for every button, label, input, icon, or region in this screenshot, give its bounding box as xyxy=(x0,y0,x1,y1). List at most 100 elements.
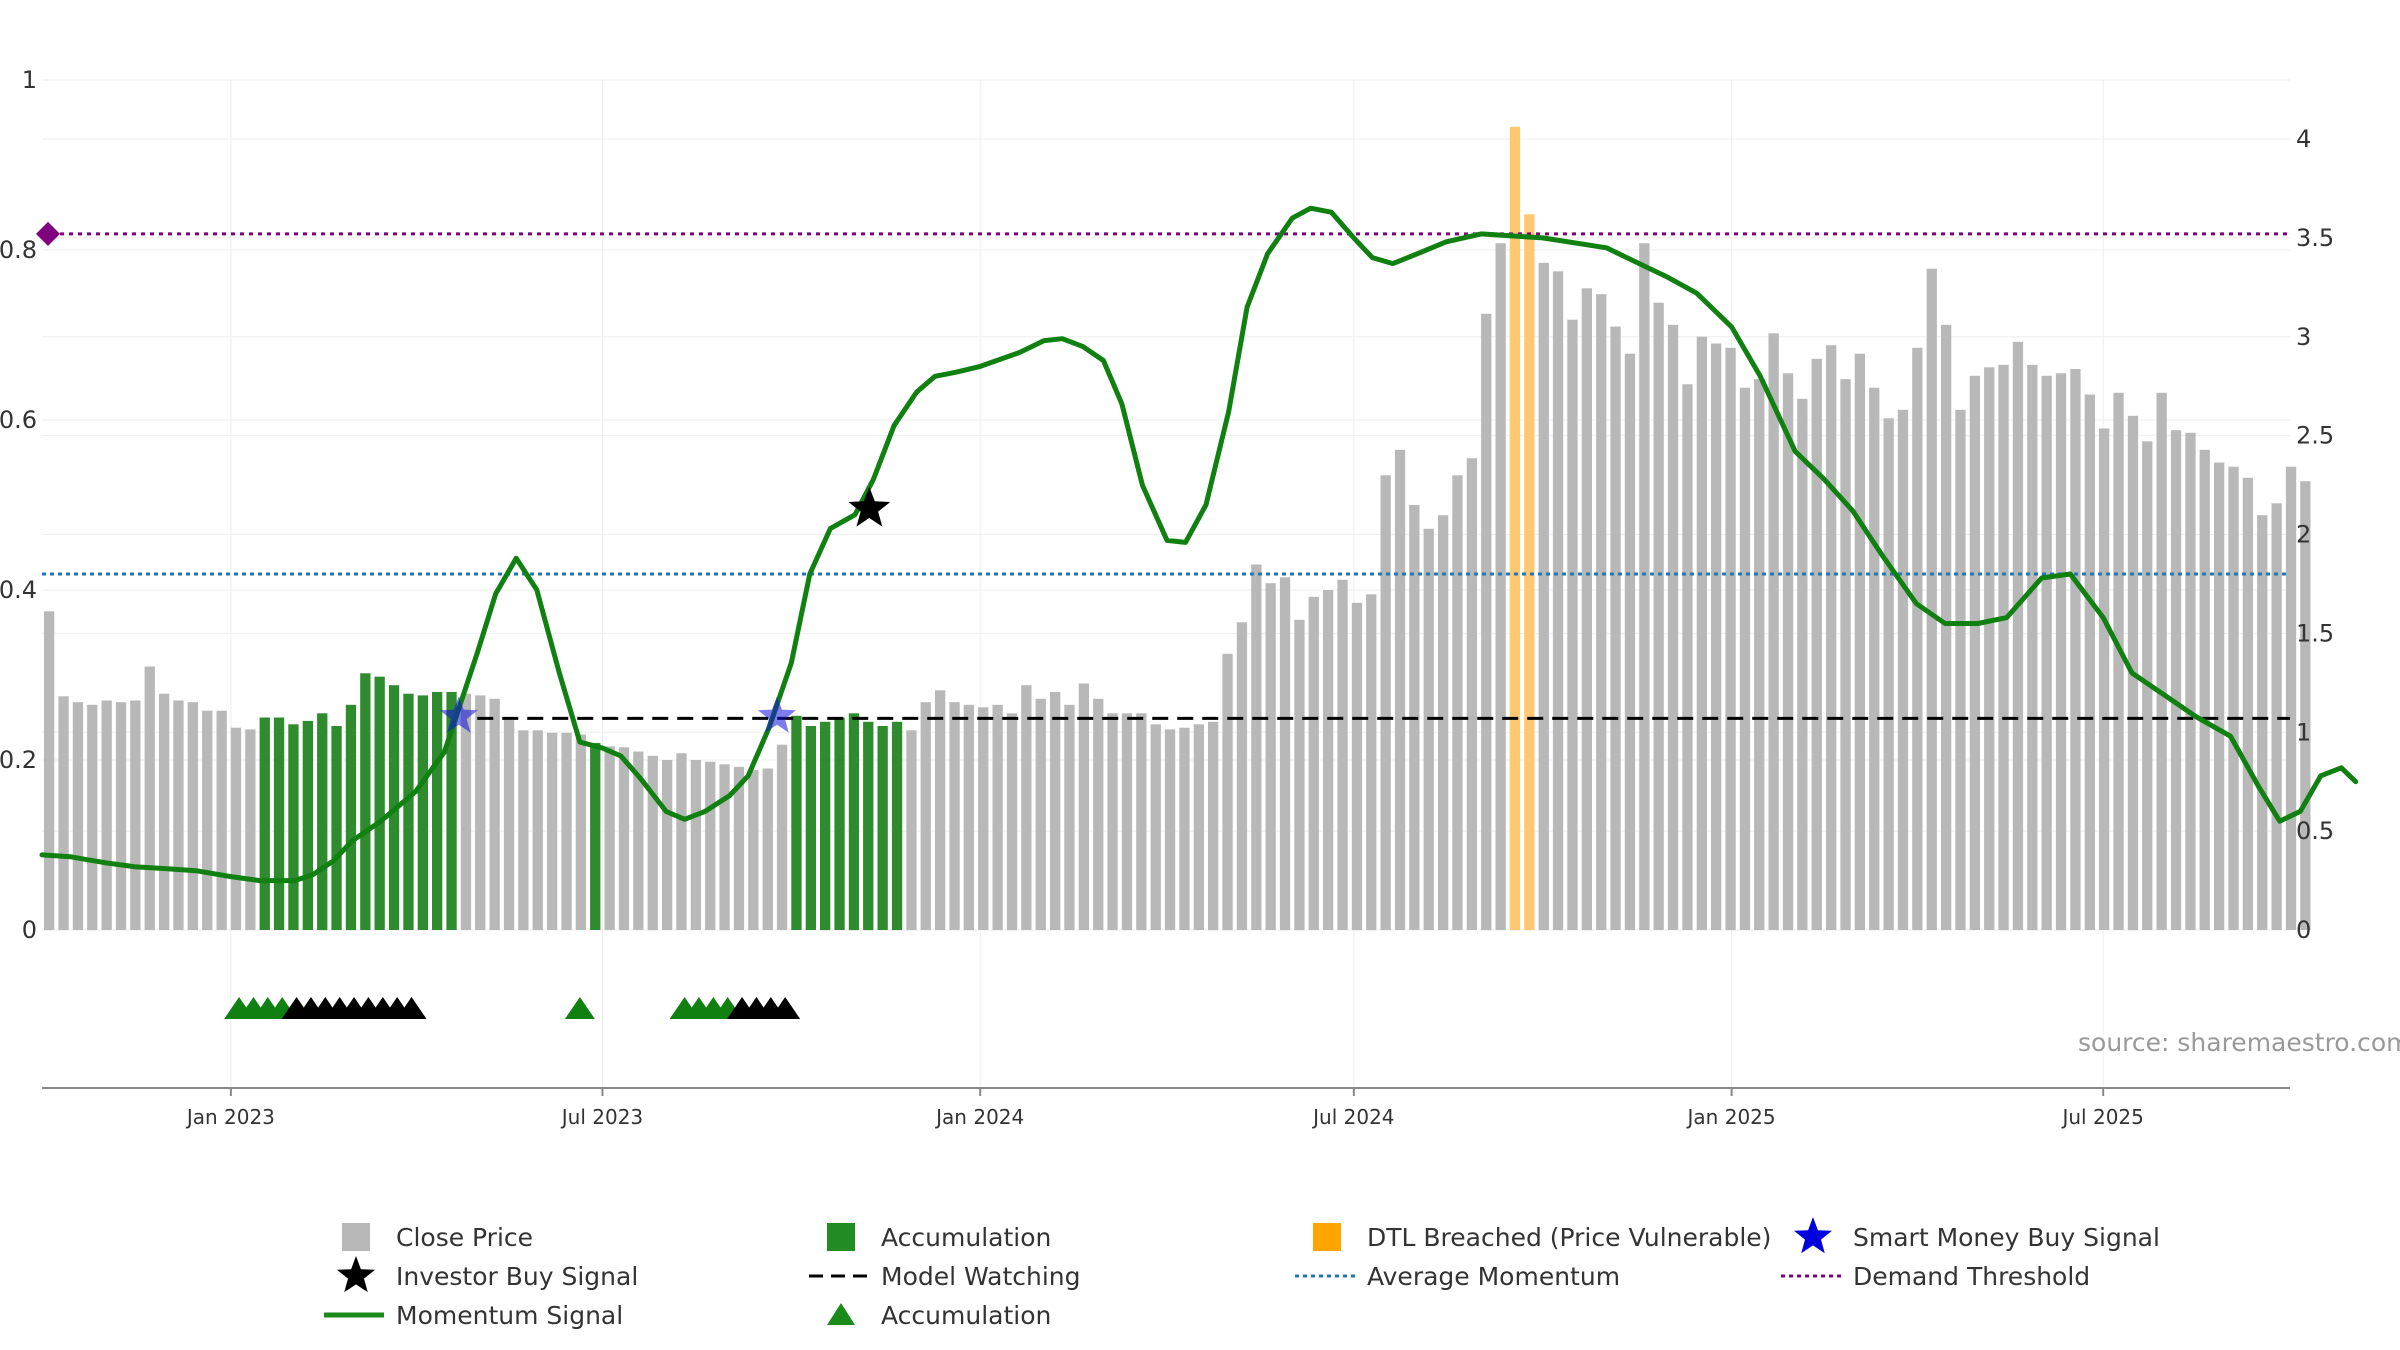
price-bar xyxy=(805,726,816,930)
price-bar xyxy=(1294,619,1305,931)
price-bar xyxy=(1538,262,1549,931)
price-bar xyxy=(776,744,788,930)
price-bar xyxy=(503,719,515,930)
legend-item: DTL Breached (Price Vulnerable) xyxy=(1313,1223,1771,1252)
price-bar xyxy=(848,713,860,931)
price-bar xyxy=(2012,341,2024,930)
left-tick-label: 0.4 xyxy=(0,576,37,604)
price-bar xyxy=(173,700,184,930)
x-tick-label: Jul 2024 xyxy=(1311,1105,1394,1129)
legend-label: Investor Buy Signal xyxy=(396,1262,638,1291)
price-bar xyxy=(1854,353,1865,930)
momentum-line xyxy=(39,205,2359,884)
accumulation-marker xyxy=(564,997,595,1019)
price-bar xyxy=(662,760,673,930)
legend-item: Accumulation xyxy=(827,1301,1051,1330)
legend-star xyxy=(337,1256,375,1293)
price-bar xyxy=(489,698,500,930)
price-bar xyxy=(1739,387,1751,930)
x-tick-label: Jan 2024 xyxy=(934,1105,1024,1129)
price-bar xyxy=(1279,577,1291,931)
reference-lines xyxy=(36,221,2290,720)
price-bar xyxy=(1667,324,1679,930)
price-bar xyxy=(374,676,385,930)
x-tick-label: Jan 2025 xyxy=(1686,1105,1776,1129)
price-bar xyxy=(101,700,112,930)
price-bar xyxy=(1725,347,1736,931)
source-label: source: sharemaestro.com xyxy=(2078,1028,2400,1057)
legend-label: Accumulation xyxy=(881,1223,1051,1252)
price-bar xyxy=(1150,724,1161,930)
price-bar xyxy=(360,673,371,930)
demand-threshold-marker xyxy=(36,221,60,246)
price-bar xyxy=(1394,449,1406,930)
legend-item: Close Price xyxy=(342,1223,533,1252)
price-bar xyxy=(1509,126,1521,931)
investor-buy-star xyxy=(848,486,891,527)
legend-item: Model Watching xyxy=(809,1262,1081,1291)
price-bar xyxy=(446,692,457,930)
price-bar xyxy=(245,729,256,930)
price-bar xyxy=(906,730,917,931)
legend-item: Demand Threshold xyxy=(1781,1262,2090,1291)
price-bar xyxy=(1682,384,1693,930)
left-tick-label: 0 xyxy=(22,916,37,944)
price-bar xyxy=(1208,721,1219,931)
price-bar xyxy=(331,726,342,930)
price-bar xyxy=(2271,503,2282,930)
price-bar xyxy=(1897,409,1909,930)
legend-triangle xyxy=(827,1303,855,1325)
price-bar xyxy=(1754,379,1765,930)
price-bar xyxy=(1941,324,1952,930)
price-bar xyxy=(2113,392,2124,930)
price-bar xyxy=(820,721,831,931)
price-bar xyxy=(273,717,285,930)
price-bar xyxy=(259,717,270,930)
price-bar xyxy=(1121,713,1133,931)
x-tick-label: Jul 2023 xyxy=(560,1105,643,1129)
price-bar xyxy=(791,715,802,930)
price-bar xyxy=(2228,466,2239,930)
price-bar xyxy=(518,730,529,931)
price-bar xyxy=(733,766,745,930)
price-bar xyxy=(2300,481,2311,930)
legend-swatch xyxy=(827,1223,855,1251)
price-bar xyxy=(72,702,84,930)
price-bar xyxy=(403,693,414,930)
right-tick-label: 3.5 xyxy=(2296,224,2334,252)
price-bar xyxy=(748,770,759,930)
right-tick-label: 0 xyxy=(2296,916,2311,944)
price-bar xyxy=(1236,622,1248,930)
momentum-signal xyxy=(39,205,2359,884)
price-bar xyxy=(2156,392,2167,930)
smart-money-star xyxy=(439,696,478,733)
price-bar xyxy=(891,721,903,931)
price-bar xyxy=(2285,466,2297,930)
signal-markers xyxy=(224,486,891,1019)
legend-item: Momentum Signal xyxy=(324,1301,623,1330)
legend-label: Close Price xyxy=(396,1223,533,1252)
price-bar xyxy=(1035,698,1046,930)
price-bar xyxy=(1193,724,1204,930)
price-bar xyxy=(2084,394,2095,930)
price-bar xyxy=(590,743,601,930)
legend-item: Average Momentum xyxy=(1295,1262,1620,1291)
price-bar xyxy=(417,695,428,930)
watching-marker xyxy=(396,997,427,1019)
price-bar xyxy=(87,704,98,931)
price-bar xyxy=(2214,462,2225,930)
legend-label: Demand Threshold xyxy=(1853,1262,2090,1291)
legend: Close Price Accumulation DTL Breached (Pri… xyxy=(324,1217,2160,1330)
close-price-bars xyxy=(44,126,2311,931)
price-bar xyxy=(1624,353,1636,930)
right-tick-label: 0.5 xyxy=(2296,817,2334,845)
price-bar xyxy=(1308,596,1319,930)
price-bar xyxy=(1380,475,1391,931)
smart-money-star xyxy=(757,696,796,733)
price-bar xyxy=(159,693,170,930)
price-bar xyxy=(1955,409,1966,930)
price-bar xyxy=(1251,564,1262,930)
price-bar xyxy=(1466,458,1477,930)
price-bar xyxy=(1581,288,1592,931)
price-bar xyxy=(863,721,874,931)
